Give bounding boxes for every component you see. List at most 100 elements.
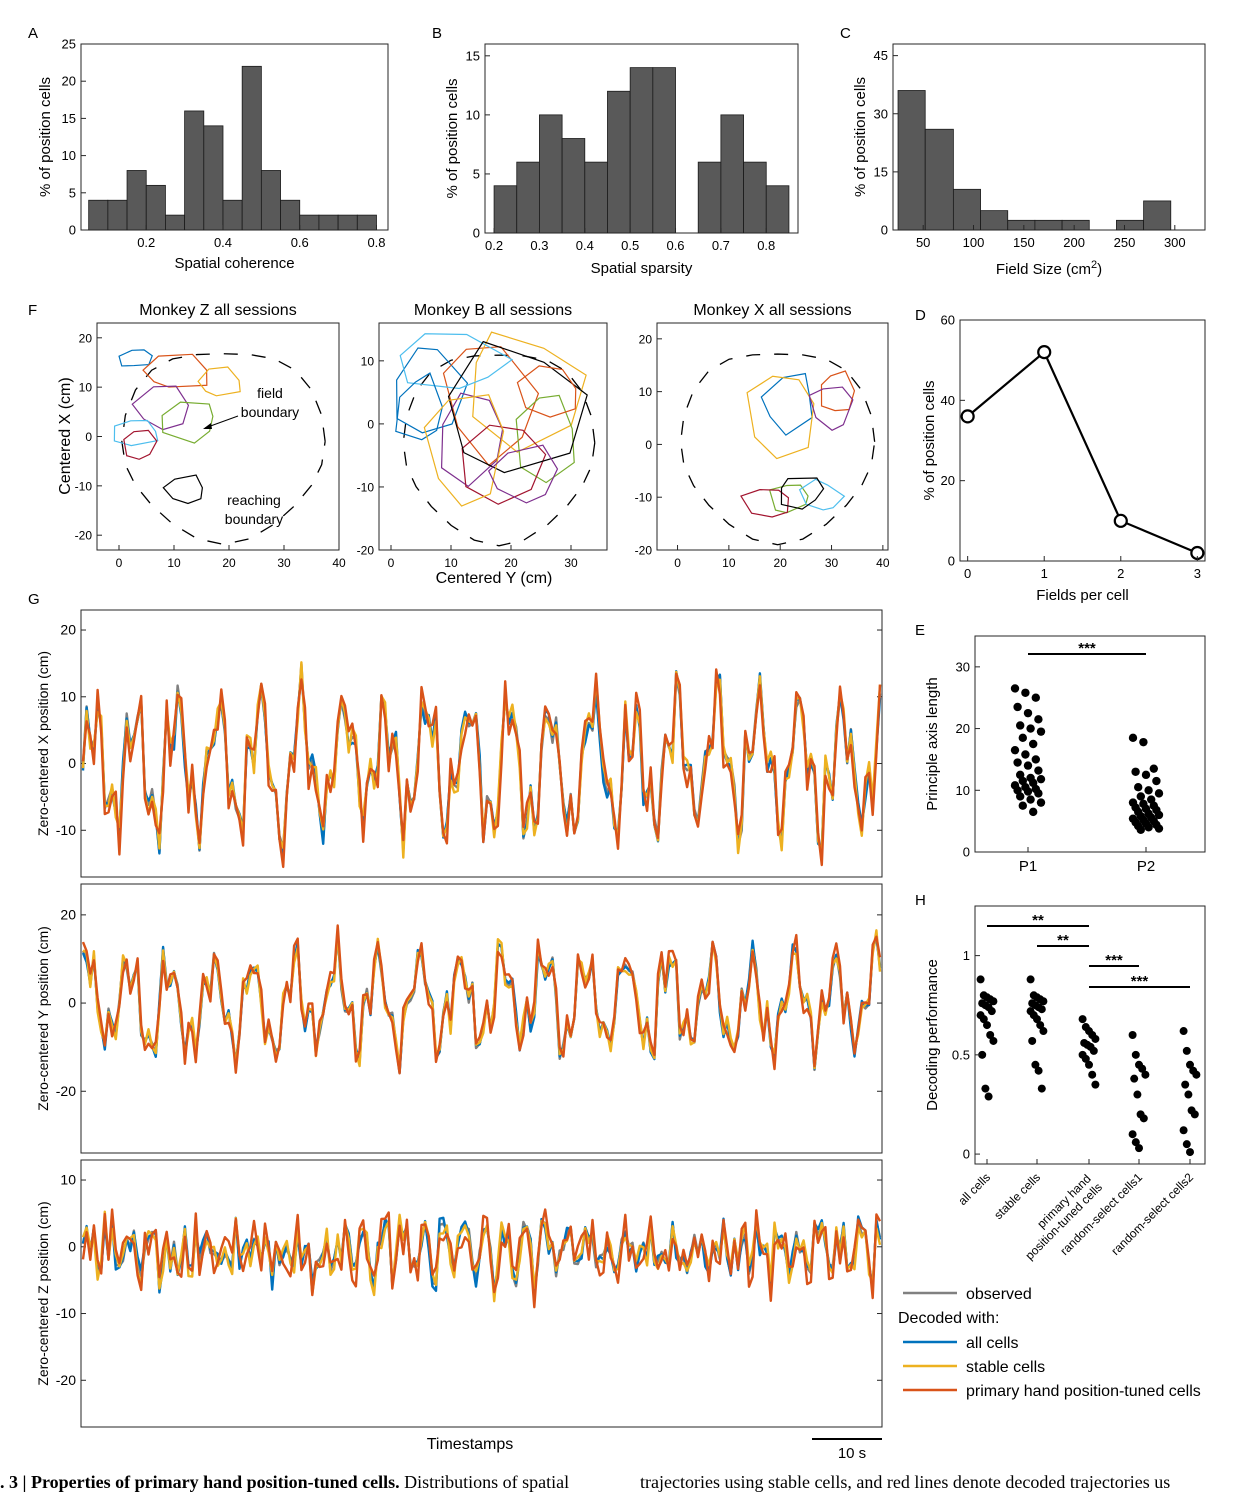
panel-f-field-outline <box>447 340 588 474</box>
legend-label-observed: observed <box>966 1286 1032 1303</box>
panel-c-ytick-label: 45 <box>874 48 888 63</box>
panel-f3-xtick-label: 20 <box>774 556 788 570</box>
panel-e-ytick-label: 10 <box>956 783 970 798</box>
panel-f1-xtick-label: 10 <box>167 556 181 570</box>
panel-a-ytick-label: 25 <box>62 37 76 52</box>
panel-f-field-outline <box>113 419 159 447</box>
panel-c-xlabel-sup: 2 <box>1091 259 1097 271</box>
panel-h-sig-stars: ** <box>1057 932 1069 949</box>
panel-a-xtick-label: 0.8 <box>367 235 385 250</box>
panel-h-point <box>1091 1080 1100 1089</box>
panel-e-point <box>1026 795 1035 804</box>
panel-e-point <box>1154 824 1164 833</box>
panel-g3-ylabel: Zero-centered Z position (cm) <box>35 1201 51 1385</box>
panel-e-point <box>1018 733 1027 743</box>
panel-h-point <box>1085 1060 1093 1069</box>
panel-d-xtick-label: 3 <box>1194 566 1201 581</box>
panel-a-xtick-label: 0.4 <box>214 235 232 250</box>
panel-f3-ytick-label: 20 <box>639 332 653 346</box>
panel-g-trace-primary <box>81 1208 882 1309</box>
panel-h-point <box>1131 1050 1140 1059</box>
panel-a-ytick-label: 0 <box>69 223 76 238</box>
panel-e-point <box>1010 684 1020 693</box>
panel-f1-ytick-label: 20 <box>79 331 93 345</box>
panel-c-bar <box>952 188 981 231</box>
panel-b-xlabel: Spatial sparsity <box>591 260 693 277</box>
panel-f-field-outline <box>162 474 203 505</box>
panel-h-point <box>1026 975 1035 984</box>
panel-h-xtick-label: stable cells <box>991 1170 1043 1222</box>
panel-f1-xtick-label: 40 <box>332 556 346 570</box>
panel-f3-xtick-label: 40 <box>876 556 890 570</box>
panel-h-point <box>1133 1090 1142 1099</box>
caption-right: trajectories using stable cells, and red… <box>640 1472 1171 1492</box>
panel-e-point <box>1128 733 1138 743</box>
panel-c-xtick-label: 250 <box>1114 235 1136 250</box>
panel-h-point <box>1184 1090 1193 1099</box>
panel-f1-axes-box <box>96 322 340 551</box>
panel-h-xtick-label: all cells <box>955 1170 993 1208</box>
panel-c-bar <box>980 210 1009 231</box>
panel-e-point <box>1031 693 1041 702</box>
panel-h-sig-stars: *** <box>1131 973 1149 990</box>
panel-f-field-outline <box>487 444 559 504</box>
panel-h-point <box>1034 1066 1043 1075</box>
panel-g2-axes-box <box>80 883 883 1154</box>
panel-h-point <box>1192 1070 1201 1079</box>
panel-f-field-outline <box>161 401 214 444</box>
panel-h-point <box>984 1092 993 1101</box>
panel-h-point <box>1181 1080 1190 1089</box>
panel-h-point <box>1039 1027 1048 1036</box>
panel-f-field-outline <box>123 429 158 460</box>
panel-a-ylabel: % of position cells <box>37 77 54 197</box>
panel-f-reaching-boundary <box>679 353 876 546</box>
panel-a-ytick-label: 5 <box>69 185 76 200</box>
panel-a-bar <box>241 65 262 231</box>
panel-f-field-outline <box>808 386 854 431</box>
panel-h-point <box>983 1021 991 1030</box>
panel-c-ytick-label: 0 <box>881 223 888 238</box>
panel-f2-ytick-label: -10 <box>357 480 375 494</box>
panel-g-xlabel: Timestamps <box>427 1436 514 1453</box>
panel-e-letter: E <box>915 622 925 639</box>
panel-f3-xtick-label: 10 <box>722 556 736 570</box>
panel-a-bar <box>126 170 147 231</box>
panel-g3-axes-box <box>80 1159 883 1428</box>
panel-f-field-outline <box>740 489 790 518</box>
panel-e-point <box>1144 786 1153 795</box>
panel-f2-xtick-label: 0 <box>388 556 395 570</box>
panel-h-point <box>989 1036 998 1045</box>
panel-c-ytick-label: 30 <box>874 106 888 121</box>
panel-h-point <box>1028 1036 1037 1045</box>
panel-f2-ytick-label: -20 <box>357 544 375 558</box>
panel-e: P1 P2 0 10 20 30 Principle axis length *** E <box>915 622 1206 875</box>
panel-f-letter: F <box>28 302 37 319</box>
panel-f-xlabel: Centered Y (cm) <box>436 570 553 587</box>
panel-f2-axes-box <box>378 322 608 551</box>
panel-h-point <box>1036 1021 1045 1030</box>
panel-g1-ytick-label: 0 <box>68 755 76 771</box>
panel-e-point <box>1013 758 1022 767</box>
panel-h-point <box>1186 1148 1194 1157</box>
panel-e-point <box>1010 745 1020 755</box>
legend-header: Decoded with: <box>898 1310 999 1327</box>
panel-b-ytick-label: 5 <box>473 166 480 181</box>
panel-f2-ytick-label: 0 <box>367 417 374 431</box>
panel-d: 0 1 2 3 0 20 40 60 % of position cells Fields per… <box>915 307 1206 604</box>
panel-g1-ytick-label: -10 <box>56 822 76 838</box>
panel-e-point <box>1034 766 1043 775</box>
panel-e-point <box>1141 770 1151 780</box>
panel-e-point <box>1036 798 1046 807</box>
panel-g1-ytick-label: 20 <box>60 622 76 638</box>
panel-e-point <box>1034 789 1043 798</box>
panel-e-point <box>1021 688 1030 697</box>
panel-c-ylabel: % of position cells <box>852 77 869 197</box>
panel-e-point <box>1036 774 1046 784</box>
panel-f-field-outline <box>461 424 547 505</box>
panel-f3-ytick-label: 0 <box>645 438 652 452</box>
panel-f-reaching-boundary <box>121 353 326 546</box>
panel-f: 0 10 20 30 40 -20 -10 0 10 20 Monkey Z all session… <box>28 302 890 587</box>
panel-f3-ytick-label: -10 <box>635 491 653 505</box>
panel-f1-xtick-label: 20 <box>222 556 236 570</box>
